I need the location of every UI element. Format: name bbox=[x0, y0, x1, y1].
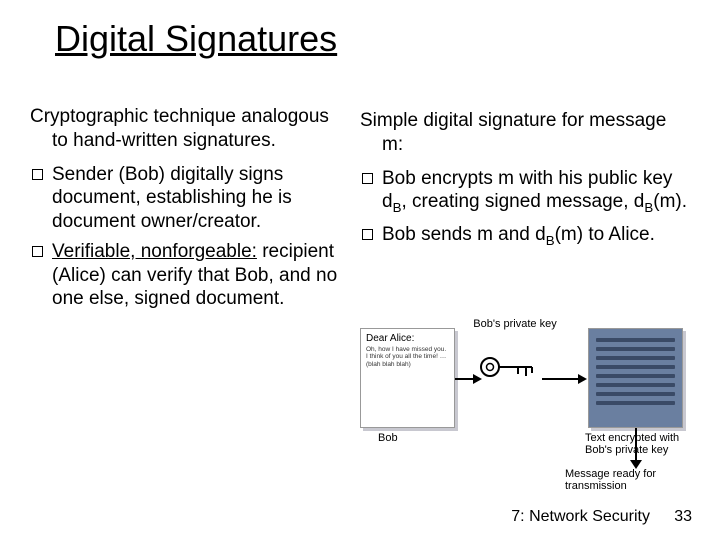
signature-diagram: Dear Alice: Oh, how I have missed you. I… bbox=[360, 320, 695, 480]
left-column: Cryptographic technique analogous to han… bbox=[30, 105, 340, 317]
arrow-to-key bbox=[455, 378, 475, 380]
footer-page-number: 33 bbox=[674, 508, 692, 526]
left-bullet-1: Sender (Bob) digitally signs document, e… bbox=[30, 163, 340, 234]
slide-title: Digital Signatures bbox=[55, 18, 337, 60]
left-bullet-2-underlined: Verifiable, nonforgeable: bbox=[52, 241, 257, 262]
left-bullet-2: Verifiable, nonforgeable: recipient (Ali… bbox=[30, 240, 340, 311]
right-bullets: Bob encrypts m with his public key dB, c… bbox=[360, 167, 690, 250]
ready-label: Message ready for transmission bbox=[565, 468, 695, 492]
arrow-to-cipher bbox=[542, 378, 580, 380]
key-icon bbox=[478, 354, 538, 383]
ciphertext-note bbox=[588, 328, 683, 428]
arrow-to-key-head bbox=[473, 374, 482, 384]
right-lead: Simple digital signature for message m: bbox=[360, 109, 690, 157]
ciphertext-label: Text encrypted with Bob's private key bbox=[585, 432, 695, 456]
right-bullet-2: Bob sends m and dB(m) to Alice. bbox=[360, 223, 690, 249]
footer-label: 7: Network Security bbox=[511, 508, 650, 526]
note-body: Oh, how I have missed you. I think of yo… bbox=[366, 346, 449, 368]
key-label: Bob's private key bbox=[470, 318, 560, 330]
note-signature: Bob bbox=[378, 432, 398, 444]
note-dear: Dear Alice: bbox=[366, 333, 449, 344]
right-column: Simple digital signature for message m: … bbox=[360, 105, 690, 255]
arrow-to-cipher-head bbox=[578, 374, 587, 384]
arrow-down bbox=[635, 428, 637, 462]
right-bullet-1: Bob encrypts m with his public key dB, c… bbox=[360, 167, 690, 217]
left-bullets: Sender (Bob) digitally signs document, e… bbox=[30, 163, 340, 312]
ciphertext-lines bbox=[594, 338, 677, 405]
plaintext-note: Dear Alice: Oh, how I have missed you. I… bbox=[360, 328, 455, 428]
left-lead: Cryptographic technique analogous to han… bbox=[30, 105, 340, 153]
